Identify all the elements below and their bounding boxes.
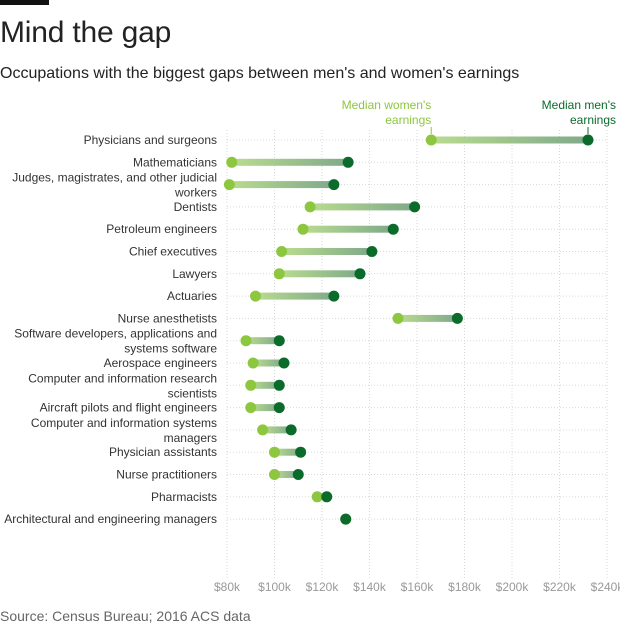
men-earnings-dot bbox=[409, 201, 421, 213]
x-tick-label: $240k bbox=[591, 580, 620, 594]
women-earnings-dot bbox=[245, 379, 257, 391]
men-earnings-dot bbox=[342, 156, 354, 168]
category-label: Aircraft pilots and flight engineers bbox=[40, 401, 217, 415]
women-earnings-dot bbox=[392, 312, 404, 324]
gap-bar bbox=[246, 337, 280, 345]
women-earnings-dot bbox=[245, 402, 257, 414]
men-earnings-dot bbox=[582, 134, 594, 146]
men-earnings-dot bbox=[328, 290, 340, 302]
category-label: Judges, magistrates, and other judicial w… bbox=[12, 171, 217, 200]
x-tick-label: $200k bbox=[496, 580, 530, 594]
gap-bar bbox=[274, 471, 299, 478]
chart-subtitle: Occupations with the biggest gaps betwee… bbox=[0, 65, 520, 82]
men-earnings-dot bbox=[278, 357, 290, 369]
dumbbell-chart: $80k $100k $120k $140k $160k $180k $200k $220k $… bbox=[4, 98, 620, 594]
category-label: Pharmacists bbox=[151, 490, 217, 504]
top-accent-bar bbox=[0, 0, 49, 5]
women-earnings-dot bbox=[304, 201, 316, 213]
women-earnings-dot bbox=[276, 246, 288, 257]
category-label: Architectural and engineering managers bbox=[4, 512, 217, 526]
x-tick-label: $140k bbox=[353, 580, 387, 594]
gap-bar bbox=[279, 270, 360, 278]
category-label: Physicians and surgeons bbox=[84, 133, 217, 147]
men-earnings-dot bbox=[273, 402, 285, 414]
men-earnings-dot bbox=[273, 335, 285, 347]
category-label: Actuaries bbox=[167, 289, 217, 303]
men-earnings-dot bbox=[273, 379, 285, 391]
men-earnings-dot bbox=[292, 469, 304, 480]
category-label: Dentists bbox=[174, 200, 217, 214]
men-earnings-dot bbox=[321, 491, 333, 503]
x-tick-label: $80k bbox=[214, 580, 241, 594]
category-label: Mathematicians bbox=[133, 155, 217, 169]
gap-bar bbox=[398, 314, 458, 322]
men-earnings-dot bbox=[340, 513, 352, 525]
women-earnings-dot bbox=[247, 357, 259, 369]
women-earnings-dot bbox=[226, 156, 238, 168]
legend-women-label: Median women's earnings bbox=[342, 98, 432, 127]
gap-bar bbox=[281, 248, 372, 255]
gap-bar bbox=[250, 404, 280, 412]
gap-bar bbox=[431, 136, 588, 144]
women-earnings-dot bbox=[269, 469, 280, 480]
men-earnings-dot bbox=[295, 446, 307, 458]
women-earnings-dot bbox=[240, 335, 252, 347]
gap-bar bbox=[255, 292, 334, 300]
women-earnings-dot bbox=[257, 424, 269, 436]
category-label: Computer and information systems managers bbox=[31, 416, 217, 445]
x-tick-label: $160k bbox=[401, 580, 435, 594]
category-label: Aerospace engineers bbox=[104, 356, 217, 370]
men-earnings-dot bbox=[366, 246, 378, 257]
women-earnings-dot bbox=[223, 179, 235, 191]
women-earnings-dot bbox=[311, 491, 323, 503]
women-earnings-dot bbox=[297, 223, 309, 235]
gap-bar bbox=[250, 381, 280, 389]
gap-bar bbox=[310, 203, 415, 211]
gap-bar bbox=[274, 448, 301, 456]
x-tick-label: $180k bbox=[448, 580, 482, 594]
women-earnings-dot bbox=[273, 268, 285, 280]
category-label: Physician assistants bbox=[109, 445, 217, 459]
women-earnings-dot bbox=[269, 446, 280, 458]
gap-bar bbox=[303, 225, 394, 233]
women-earnings-dot bbox=[425, 134, 437, 146]
men-earnings-dot bbox=[451, 312, 463, 324]
men-earnings-dot bbox=[285, 424, 297, 436]
category-label: Nurse anesthetists bbox=[118, 311, 217, 325]
chart-title: Mind the gap bbox=[0, 16, 172, 49]
men-earnings-dot bbox=[354, 268, 366, 280]
men-earnings-dot bbox=[328, 179, 340, 191]
x-tick-label: $120k bbox=[306, 580, 340, 594]
category-label: Software developers, applications and sys… bbox=[14, 327, 217, 356]
x-tick-label: $100k bbox=[258, 580, 292, 594]
gap-bar bbox=[253, 359, 284, 367]
category-label: Lawyers bbox=[172, 267, 217, 281]
gap-bar bbox=[229, 181, 334, 189]
gap-bar bbox=[231, 158, 349, 166]
legend-men-label: Median men's earnings bbox=[542, 98, 616, 127]
source-note: Source: Census Bureau; 2016 ACS data bbox=[0, 608, 251, 624]
category-label: Nurse practitioners bbox=[116, 468, 217, 482]
women-earnings-dot bbox=[250, 290, 261, 302]
category-label: Petroleum engineers bbox=[106, 222, 217, 236]
x-tick-label: $220k bbox=[543, 580, 577, 594]
men-earnings-dot bbox=[387, 223, 399, 235]
category-label: Chief executives bbox=[129, 245, 217, 259]
gap-bar bbox=[262, 426, 292, 434]
category-label: Computer and information research scienti… bbox=[28, 371, 217, 400]
